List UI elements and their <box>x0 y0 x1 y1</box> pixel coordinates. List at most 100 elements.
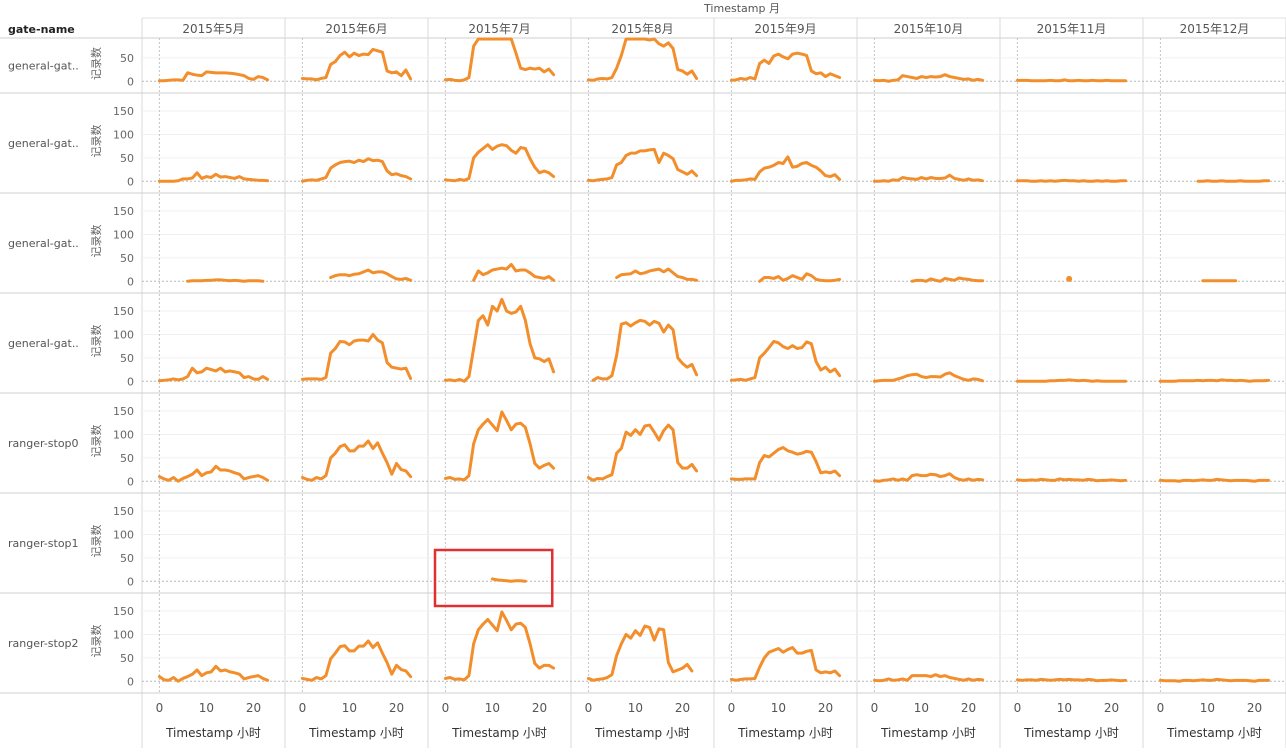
y-tick-label: 100 <box>113 128 134 141</box>
y-tick-label: 150 <box>113 505 134 518</box>
series-line <box>300 332 413 381</box>
y-tick-label: 100 <box>113 628 134 641</box>
series-line <box>472 262 556 282</box>
y-tick-label: 150 <box>113 205 134 218</box>
series-line <box>1015 378 1128 383</box>
series-line <box>443 297 556 383</box>
y-tick-label: 50 <box>120 452 134 465</box>
y-tick-label: 50 <box>120 652 134 665</box>
y-tick-label: 50 <box>120 352 134 365</box>
y-tick-label: 100 <box>113 528 134 541</box>
y-axis-label: 记录数 <box>90 225 103 258</box>
series-line <box>1015 477 1128 483</box>
x-tick-label: 10 <box>771 701 786 715</box>
row-label: general-gat.. <box>8 237 79 250</box>
y-tick-label: 0 <box>127 575 134 588</box>
x-axis-title: Timestamp 小时 <box>165 726 261 740</box>
series-line <box>300 439 413 482</box>
y-tick-label: 0 <box>127 275 134 288</box>
x-tick-label: 20 <box>1247 701 1262 715</box>
x-axis-title: Timestamp 小时 <box>1166 726 1262 740</box>
x-tick-label: 0 <box>871 701 879 715</box>
x-tick-label: 0 <box>1014 701 1022 715</box>
series-lines <box>157 37 1271 683</box>
series-line <box>872 371 985 383</box>
x-tick-label: 10 <box>1200 701 1215 715</box>
series-line <box>758 272 842 283</box>
series-line <box>872 173 985 183</box>
y-tick-label: 150 <box>113 305 134 318</box>
x-axis-title: Timestamp 小时 <box>880 726 976 740</box>
x-tick-label: 20 <box>246 701 261 715</box>
series-line <box>186 278 265 283</box>
x-axis-title: Timestamp 小时 <box>308 726 404 740</box>
x-tick-label: 10 <box>914 701 929 715</box>
row-label: general-gat.. <box>8 337 79 350</box>
x-tick-label: 10 <box>485 701 500 715</box>
y-tick-label: 50 <box>120 552 134 565</box>
series-line <box>586 37 699 82</box>
y-tick-label: 0 <box>127 375 134 388</box>
x-tick-label: 10 <box>1057 701 1072 715</box>
y-tick-label: 150 <box>113 605 134 618</box>
y-tick-label: 100 <box>113 228 134 241</box>
row-label: ranger-stop1 <box>8 537 79 550</box>
y-tick-label: 50 <box>120 252 134 265</box>
y-tick-label: 50 <box>120 52 134 65</box>
column-header: 2015年6月 <box>325 22 387 36</box>
series-line <box>910 276 985 283</box>
x-tick-label: 20 <box>818 701 833 715</box>
y-axis-label: 记录数 <box>90 325 103 358</box>
axis-labels: 2015年5月 2015年6月 2015年7月 2015年8月 2015年9月 2015年… <box>8 22 1262 740</box>
series-line <box>615 267 699 282</box>
series-line <box>490 577 527 583</box>
column-header: 2015年8月 <box>611 22 673 36</box>
column-header: 2015年5月 <box>182 22 244 36</box>
x-axis-title: Timestamp 小时 <box>451 726 547 740</box>
y-axis-label: 记录数 <box>90 625 103 658</box>
series-line <box>1015 178 1128 183</box>
series-line <box>586 624 694 682</box>
row-label: ranger-stop2 <box>8 637 79 650</box>
series-line <box>300 157 413 183</box>
x-axis-title: Timestamp 小时 <box>737 726 833 740</box>
series-line <box>329 268 413 282</box>
series-line <box>872 673 985 683</box>
series-line <box>443 37 556 83</box>
series-line <box>586 423 699 482</box>
series-line <box>729 646 842 682</box>
data-point <box>1066 275 1073 282</box>
x-tick-label: 20 <box>675 701 690 715</box>
y-axis-label: 记录数 <box>90 125 103 158</box>
x-tick-label: 10 <box>199 701 214 715</box>
x-axis-title: Timestamp 小时 <box>594 726 690 740</box>
x-tick-label: 20 <box>1104 701 1119 715</box>
column-header: 2015年10月 <box>894 22 964 36</box>
series-line <box>157 366 270 383</box>
series-line <box>1158 477 1271 483</box>
y-axis-label: 记录数 <box>90 525 103 558</box>
series-line <box>157 171 270 183</box>
y-tick-label: 150 <box>113 405 134 418</box>
y-tick-label: 100 <box>113 428 134 441</box>
chart-top-title: Timestamp 月 <box>703 2 780 15</box>
y-tick-label: 0 <box>127 75 134 88</box>
series-line <box>443 610 556 682</box>
row-label: general-gat.. <box>8 137 79 150</box>
x-tick-label: 20 <box>389 701 404 715</box>
series-line <box>157 664 270 683</box>
series-line <box>1015 78 1128 83</box>
x-tick-label: 20 <box>532 701 547 715</box>
grid-lines <box>0 17 1286 748</box>
y-tick-label: 0 <box>127 475 134 488</box>
series-line <box>157 464 270 483</box>
column-header: 2015年9月 <box>754 22 816 36</box>
row-header-title: gate-name <box>8 23 75 36</box>
series-line <box>300 47 413 82</box>
series-line <box>1015 677 1128 683</box>
series-line <box>729 155 842 183</box>
highlight-annotation <box>433 548 554 608</box>
x-tick-label: 10 <box>628 701 643 715</box>
x-tick-label: 10 <box>342 701 357 715</box>
series-line <box>729 446 842 481</box>
